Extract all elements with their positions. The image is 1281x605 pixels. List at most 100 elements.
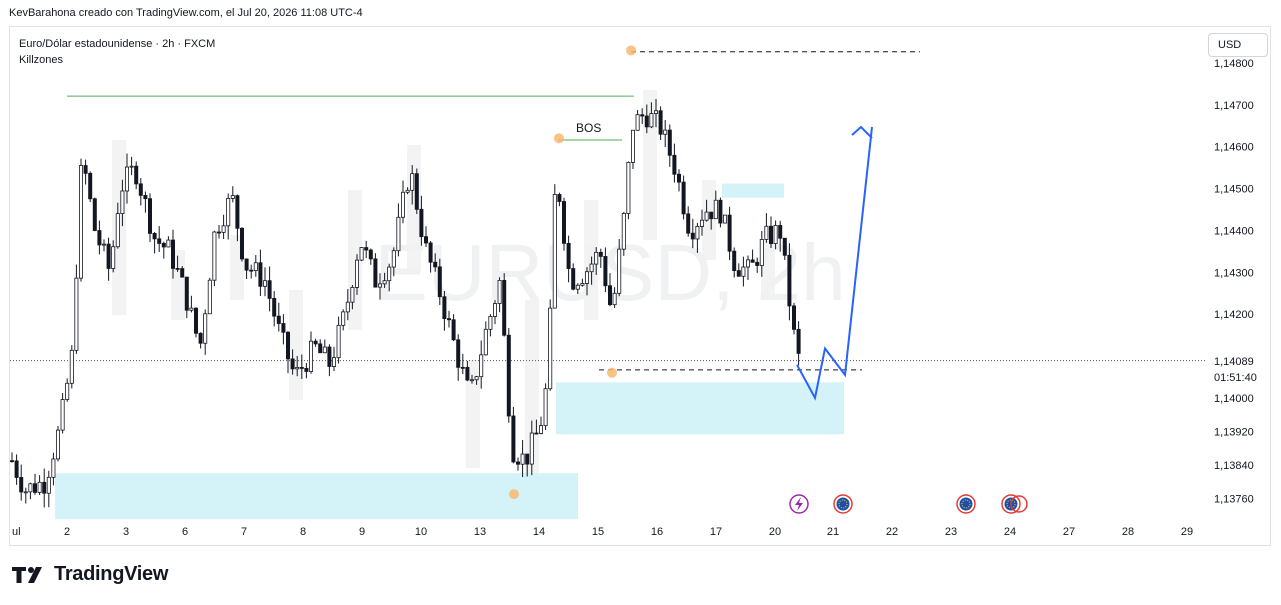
candle-body-121 bbox=[567, 243, 570, 268]
candle-body-45 bbox=[217, 232, 220, 233]
time-axis: ul 2 3 6 7 8 9 10 13 14 15 16 17 20 21 22 23 24 27 28 29 bbox=[12, 526, 1193, 538]
candle-21 bbox=[107, 238, 110, 281]
economic-event-icon-0 bbox=[834, 495, 852, 513]
candle-body-105 bbox=[493, 304, 496, 317]
candle-body-14 bbox=[75, 278, 78, 350]
candle-64 bbox=[305, 363, 308, 378]
session-shade-3 bbox=[289, 290, 303, 400]
date-tick-label: 8 bbox=[300, 526, 306, 538]
candle-135 bbox=[631, 130, 634, 169]
candle-body-10 bbox=[56, 430, 59, 459]
candle-body-31 bbox=[153, 233, 156, 238]
candle-145 bbox=[677, 169, 680, 191]
candle-body-166 bbox=[774, 225, 777, 243]
candle-118 bbox=[553, 184, 556, 308]
candle-144 bbox=[673, 144, 676, 183]
candle-body-46 bbox=[222, 226, 225, 233]
candle-body-42 bbox=[204, 314, 207, 343]
candle-body-122 bbox=[572, 269, 575, 290]
price-axis: 1,148001,147001,146001,145001,144001,143… bbox=[1214, 58, 1254, 505]
candle-body-82 bbox=[388, 267, 391, 281]
candle-body-104 bbox=[489, 316, 492, 329]
candle-body-99 bbox=[466, 367, 469, 380]
candle-body-65 bbox=[309, 341, 312, 371]
candle-body-160 bbox=[746, 260, 749, 267]
candle-body-36 bbox=[176, 268, 179, 269]
currency-button[interactable]: USD bbox=[1208, 33, 1268, 57]
candle-65 bbox=[309, 332, 312, 374]
candle-body-40 bbox=[194, 308, 197, 333]
chart-legend: Euro/Dólar estadounidense · 2h · FXCM Ki… bbox=[19, 36, 215, 68]
candle-15 bbox=[79, 159, 82, 282]
candle-body-63 bbox=[300, 367, 303, 368]
candle-142 bbox=[664, 120, 667, 147]
flag-disc bbox=[960, 498, 973, 511]
candle-body-6 bbox=[38, 482, 41, 492]
date-tick-label: 22 bbox=[886, 526, 898, 538]
candle-94 bbox=[443, 291, 446, 331]
candle-body-60 bbox=[286, 332, 289, 359]
candle-52 bbox=[250, 265, 253, 279]
candle-body-55 bbox=[263, 281, 266, 287]
candle-body-106 bbox=[498, 280, 501, 303]
candle-164 bbox=[765, 213, 768, 243]
candle-70 bbox=[332, 347, 335, 371]
symbol-description[interactable]: Euro/Dólar estadounidense · 2h · FXCM bbox=[19, 36, 215, 52]
date-tick-label: ul bbox=[12, 526, 21, 538]
date-tick-label: 10 bbox=[415, 526, 427, 538]
candle-44 bbox=[213, 231, 216, 286]
candle-body-98 bbox=[461, 367, 464, 368]
candle-56 bbox=[268, 267, 271, 312]
tradingview-logo[interactable]: TradingView bbox=[12, 563, 168, 586]
candle-10 bbox=[56, 426, 59, 461]
candle-120 bbox=[562, 198, 565, 251]
candle-72 bbox=[342, 309, 345, 330]
candle-body-171 bbox=[797, 329, 800, 353]
demand-zone-low bbox=[55, 473, 578, 519]
candle-body-16 bbox=[84, 166, 87, 174]
candle-body-69 bbox=[328, 347, 331, 366]
candle-117 bbox=[549, 299, 552, 390]
candle-body-44 bbox=[213, 232, 216, 280]
candle-body-116 bbox=[544, 389, 547, 426]
candle-19 bbox=[98, 221, 101, 255]
candle-33 bbox=[162, 242, 165, 259]
candle-58 bbox=[277, 303, 280, 332]
candle-body-135 bbox=[631, 130, 634, 162]
candle-body-89 bbox=[420, 209, 423, 236]
candle-53 bbox=[254, 255, 257, 277]
candle-body-137 bbox=[641, 115, 644, 116]
candle-59 bbox=[282, 314, 285, 344]
candle-26 bbox=[130, 157, 133, 175]
candle-171 bbox=[797, 321, 800, 365]
swing-marker-0 bbox=[509, 489, 519, 499]
candle-body-7 bbox=[43, 482, 46, 493]
candle-40 bbox=[194, 307, 197, 337]
candle-108 bbox=[507, 328, 510, 423]
flag-disc bbox=[837, 498, 850, 511]
candle-12 bbox=[66, 378, 69, 401]
candle-body-94 bbox=[443, 297, 446, 319]
candle-body-107 bbox=[503, 280, 506, 335]
candle-55 bbox=[263, 267, 266, 296]
candle-body-57 bbox=[273, 298, 276, 316]
candle-body-97 bbox=[457, 340, 460, 368]
candle-110 bbox=[516, 457, 519, 470]
candle-body-90 bbox=[424, 237, 427, 243]
indicator-name[interactable]: Killzones bbox=[19, 52, 215, 68]
candle-34 bbox=[167, 236, 170, 247]
date-tick-label: 3 bbox=[123, 526, 129, 538]
date-tick-label: 21 bbox=[827, 526, 839, 538]
candle-50 bbox=[240, 227, 243, 261]
candle-body-54 bbox=[259, 263, 262, 287]
bos-label: BOS bbox=[576, 121, 601, 135]
candle-17 bbox=[89, 171, 92, 202]
candle-body-139 bbox=[650, 114, 653, 127]
candle-body-66 bbox=[314, 341, 317, 344]
candle-body-145 bbox=[677, 174, 680, 182]
date-tick-label: 15 bbox=[592, 526, 604, 538]
candle-body-80 bbox=[378, 284, 381, 287]
candle-77 bbox=[365, 241, 368, 258]
date-tick-label: 14 bbox=[533, 526, 545, 538]
